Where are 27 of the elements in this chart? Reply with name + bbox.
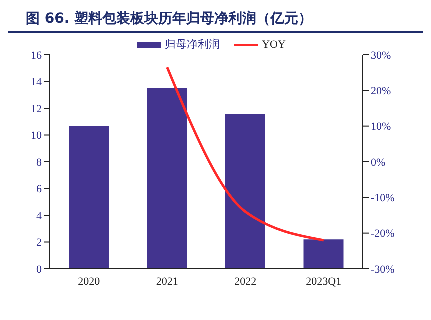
chart-title: 图 66. 塑料包装板块历年归母净利润（亿元） xyxy=(8,8,423,33)
x-tick-label: 2020 xyxy=(78,276,101,288)
y2-tick-label: 20% xyxy=(371,86,392,98)
legend-label: YOY xyxy=(261,38,286,52)
bar xyxy=(69,126,109,269)
y2-tick-label: 0% xyxy=(371,156,386,169)
y-tick-label: 14 xyxy=(31,76,42,89)
y2-tick-label: 10% xyxy=(371,121,392,134)
y2-tick-label: -20% xyxy=(371,228,395,240)
x-tick-label: 2022 xyxy=(234,276,257,288)
x-tick-label: 2021 xyxy=(156,276,178,288)
y2-tick-label: -10% xyxy=(371,192,395,205)
y2-tick-label: -30% xyxy=(371,264,395,276)
bar xyxy=(147,88,188,269)
y-tick-label: 4 xyxy=(36,210,42,222)
legend-label: 归母净利润 xyxy=(164,38,220,52)
y-tick-label: 12 xyxy=(31,103,42,116)
y-tick-label: 10 xyxy=(31,130,42,142)
y-tick-label: 0 xyxy=(36,264,42,276)
bar xyxy=(226,114,266,269)
y-tick-label: 16 xyxy=(31,50,42,62)
y-tick-label: 6 xyxy=(36,184,42,196)
x-tick-label: 2023Q1 xyxy=(306,276,342,288)
bar xyxy=(304,240,344,269)
y-tick-label: 2 xyxy=(36,237,42,250)
y-tick-label: 8 xyxy=(36,156,42,169)
y2-tick-label: 30% xyxy=(371,50,392,62)
